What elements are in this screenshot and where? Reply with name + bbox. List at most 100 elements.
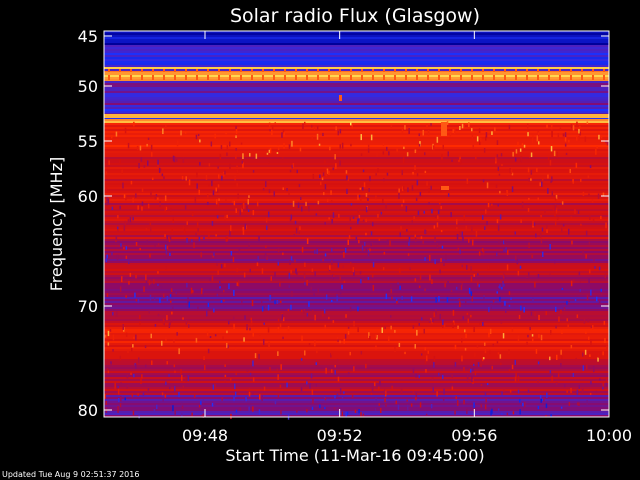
spectrogram-row xyxy=(104,185,609,187)
spectrogram-row xyxy=(104,55,609,57)
spectrogram-speckle xyxy=(319,404,321,409)
spectrogram-row xyxy=(104,271,609,273)
spectrogram-speckle xyxy=(347,326,350,329)
spectrogram-speckle xyxy=(517,335,520,342)
spectrogram-speckle xyxy=(444,283,446,288)
spectrogram-speckle xyxy=(188,324,190,328)
spectrogram-speckle xyxy=(430,404,433,409)
spectrogram-row xyxy=(104,279,609,281)
spectrogram-speckle xyxy=(453,128,456,135)
spectrogram-speckle xyxy=(172,405,174,412)
spectrogram-speckle xyxy=(450,212,452,218)
spectrogram-speckle xyxy=(537,274,540,278)
spectrogram-speckle xyxy=(351,394,354,398)
spectrogram-row xyxy=(104,89,609,91)
spectrogram-speckle xyxy=(435,215,437,218)
spectrogram-row xyxy=(104,367,609,369)
spectrogram-speckle xyxy=(277,374,279,380)
spectrogram-speckle xyxy=(156,404,158,410)
spectrogram-speckle xyxy=(473,363,475,367)
spectrogram-speckle xyxy=(154,195,157,200)
spectrogram-speckle xyxy=(169,387,171,390)
spectrogram-speckle xyxy=(534,311,536,317)
spectrogram-speckle xyxy=(104,334,107,338)
spectrogram-speckle xyxy=(416,329,418,336)
spectrogram-speckle xyxy=(135,298,138,302)
spectrogram-speckle xyxy=(157,271,159,274)
spectrogram-speckle xyxy=(414,234,416,238)
spectrogram-speckle xyxy=(515,371,517,378)
spectrogram-speckle xyxy=(606,141,609,145)
spectrogram-speckle xyxy=(490,304,492,310)
spectrogram-speckle xyxy=(476,345,479,348)
spectrogram-speckle xyxy=(264,253,267,260)
spectrogram-speckle xyxy=(590,380,592,385)
spectrogram-speckle xyxy=(107,198,110,205)
spectrogram-speckle xyxy=(147,388,150,391)
spectrogram-speckle xyxy=(313,126,316,130)
spectrogram-speckle xyxy=(505,309,507,313)
spectrogram-speckle xyxy=(467,380,470,383)
spectrogram-speckle xyxy=(584,136,587,142)
spectrogram-speckle xyxy=(331,248,333,252)
spectrogram-speckle xyxy=(166,245,169,250)
spectrogram-row xyxy=(104,83,609,85)
spectrogram-speckle xyxy=(314,271,316,277)
spectrogram-speckle xyxy=(347,372,350,375)
spectrogram-speckle xyxy=(403,146,405,150)
spectrogram-speckle xyxy=(454,344,457,350)
spectrogram-row xyxy=(104,373,609,375)
spectrogram-speckle xyxy=(424,257,426,262)
spectrogram-speckle xyxy=(452,129,454,133)
spectrogram-speckle xyxy=(605,222,607,229)
spectrogram-speckle xyxy=(238,249,241,254)
spectrogram-speckle xyxy=(390,284,392,289)
spectrogram-speckle xyxy=(333,274,335,278)
spectrogram-speckle xyxy=(470,291,473,297)
spectrogram-speckle xyxy=(397,404,400,410)
spectrogram-row xyxy=(104,281,609,283)
spectrogram-speckle xyxy=(241,160,243,164)
spectrogram-speckle xyxy=(412,367,415,373)
spectrogram-speckle xyxy=(369,335,371,340)
spectrogram-speckle xyxy=(532,224,534,228)
spectrogram-speckle xyxy=(362,187,364,191)
x-axis-label: Start Time (11-Mar-16 09:45:00) xyxy=(225,446,484,465)
spectrogram-speckle xyxy=(381,327,383,333)
x-tick-label: 09:48 xyxy=(182,426,228,445)
spectrogram-speckle xyxy=(303,272,306,279)
spectrogram-speckle xyxy=(451,374,453,378)
spectrogram-speckle xyxy=(441,154,443,160)
spectrogram-speckle xyxy=(432,318,434,323)
spectrogram-speckle xyxy=(305,201,307,207)
spectrogram-speckle xyxy=(464,347,467,351)
spectrogram-speckle xyxy=(437,209,440,215)
spectrogram-speckle xyxy=(119,355,122,361)
spectrogram-speckle xyxy=(171,306,174,310)
spectrogram-speckle xyxy=(325,367,327,374)
spectrogram-speckle xyxy=(323,395,326,399)
spectrogram-speckle xyxy=(362,413,365,418)
spectrogram-speckle xyxy=(200,401,202,405)
spectrogram-speckle xyxy=(225,131,227,135)
spectrogram-speckle xyxy=(360,351,363,355)
spectrogram-speckle xyxy=(397,282,399,285)
spectrogram-speckle xyxy=(229,141,231,147)
spectrogram-speckle xyxy=(269,367,271,372)
spectrogram-speckle xyxy=(252,360,254,367)
spectrogram-speckle xyxy=(470,266,472,271)
spectrogram-row xyxy=(104,77,609,79)
spectrogram-speckle xyxy=(474,352,476,357)
spectrogram-speckle xyxy=(138,414,140,419)
spectrogram-speckle xyxy=(418,143,421,147)
spectrogram-speckle xyxy=(168,236,171,243)
spectrogram-speckle xyxy=(339,144,341,149)
spectrogram-speckle xyxy=(274,122,276,125)
spectrogram-row xyxy=(104,175,609,177)
spectrogram-speckle xyxy=(581,388,584,394)
spectrogram-speckle xyxy=(282,252,284,256)
spectrogram-speckle xyxy=(546,229,548,234)
spectrogram-speckle xyxy=(576,389,579,395)
spectrogram-speckle xyxy=(431,209,433,214)
spectrogram-speckle xyxy=(336,294,338,297)
